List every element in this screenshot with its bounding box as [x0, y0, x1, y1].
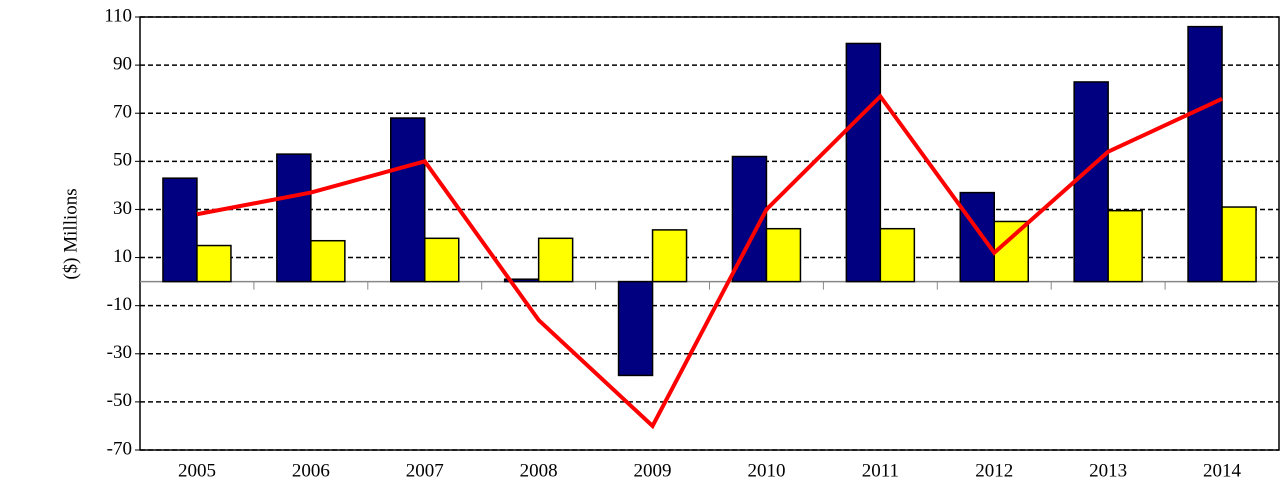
- bar: [845, 42, 882, 283]
- bar: [196, 244, 232, 283]
- bar: [617, 280, 654, 377]
- y-tick-label: 90: [113, 53, 132, 74]
- bar: [537, 237, 574, 283]
- y-tick-label: -70: [107, 438, 132, 459]
- bar: [959, 191, 995, 283]
- x-tick-label: 2012: [975, 460, 1013, 481]
- bar: [1107, 209, 1143, 283]
- y-axis-label: ($) Millions: [60, 188, 81, 279]
- bar: [390, 117, 426, 283]
- bar: [993, 220, 1029, 283]
- x-tick-label: 2014: [1203, 460, 1242, 481]
- x-tick-label: 2013: [1089, 460, 1127, 481]
- bar: [1187, 25, 1223, 283]
- x-tick-label: 2008: [520, 460, 558, 481]
- y-tick-label: -30: [107, 342, 132, 363]
- y-tick-label: -10: [107, 294, 132, 315]
- y-tick-label: 50: [113, 150, 132, 171]
- bar: [879, 227, 916, 283]
- x-tick-label: 2009: [634, 460, 672, 481]
- line: [196, 93, 1223, 430]
- y-tick-label: -50: [107, 390, 132, 411]
- plot-border: [139, 16, 1280, 451]
- bar: [1073, 81, 1109, 283]
- y-tick-label: 10: [113, 246, 132, 267]
- x-tick-label: 2005: [178, 460, 216, 481]
- bar: [310, 239, 346, 283]
- bar: [424, 237, 460, 283]
- bar: [1221, 206, 1257, 283]
- bar: [651, 229, 688, 283]
- x-tick-label: 2011: [862, 460, 899, 481]
- y-tick-label: 110: [104, 5, 132, 26]
- bar: [276, 153, 312, 283]
- x-tick-label: 2010: [747, 460, 785, 481]
- bar: [765, 227, 802, 283]
- x-tick-label: 2007: [406, 460, 444, 481]
- y-tick-label: 70: [113, 102, 132, 123]
- x-tick-label: 2006: [292, 460, 330, 481]
- bar: [162, 177, 198, 283]
- y-tick-label: 30: [113, 198, 132, 219]
